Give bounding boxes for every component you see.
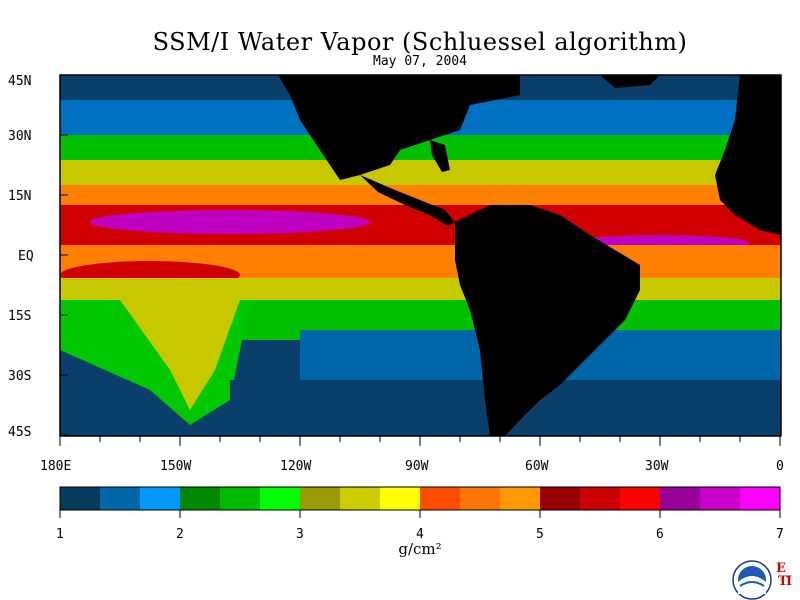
colorbar-swatch bbox=[540, 487, 581, 510]
x-label-120w: 120W bbox=[280, 459, 311, 474]
colorbar-tick-label: 7 bbox=[776, 527, 784, 542]
colorbar-swatch bbox=[500, 487, 541, 510]
colorbar-tick-label: 2 bbox=[176, 527, 184, 542]
x-label-0: 0 bbox=[776, 459, 784, 474]
colorbar-swatch bbox=[300, 487, 341, 510]
colorbar-swatch bbox=[180, 487, 221, 510]
land-africa-europe bbox=[715, 75, 781, 235]
map-date: May 07, 2004 bbox=[373, 54, 467, 69]
colorbar-swatch bbox=[340, 487, 381, 510]
colorbar-tick-label: 5 bbox=[536, 527, 544, 542]
colorbar-swatch bbox=[220, 487, 261, 510]
y-label-30s: 30S bbox=[8, 369, 31, 384]
colorbar-tick-label: 6 bbox=[656, 527, 664, 542]
colorbar-unit: g/cm² bbox=[398, 540, 442, 558]
colorbar-swatch bbox=[740, 487, 781, 510]
water-vapor-map bbox=[60, 75, 781, 436]
colorbar-ticks: 1 2 3 4 5 6 7 bbox=[56, 510, 784, 542]
colorbar bbox=[60, 487, 781, 510]
colorbar-swatch bbox=[580, 487, 621, 510]
land-greenland bbox=[600, 75, 660, 88]
map-title: SSM/I Water Vapor (Schluessel algorithm) bbox=[152, 28, 688, 56]
eti-letter-e: E bbox=[776, 561, 786, 576]
x-axis: 180E 150W 120W 90W 60W 30W 0 bbox=[40, 436, 784, 474]
colorbar-swatch bbox=[460, 487, 501, 510]
eti-letter-i: I bbox=[786, 574, 793, 589]
x-label-150w: 150W bbox=[160, 459, 191, 474]
y-label-eq: EQ bbox=[18, 249, 34, 264]
land-central-america bbox=[360, 175, 455, 226]
y-label-15n: 15N bbox=[8, 189, 31, 204]
land-north-america bbox=[278, 75, 520, 180]
itcz-magenta-west bbox=[90, 210, 370, 234]
x-label-30w: 30W bbox=[645, 459, 669, 474]
colorbar-swatch bbox=[260, 487, 301, 510]
colorbar-tick-label: 3 bbox=[296, 527, 304, 542]
y-label-45s: 45S bbox=[8, 425, 31, 440]
colorbar-swatch bbox=[380, 487, 421, 510]
x-label-90w: 90W bbox=[405, 459, 429, 474]
x-label-180e: 180E bbox=[40, 459, 71, 474]
y-label-15s: 15S bbox=[8, 309, 31, 324]
eti-letter-t: T bbox=[778, 574, 788, 589]
colorbar-tick-label: 1 bbox=[56, 527, 64, 542]
land-south-america bbox=[455, 205, 640, 436]
land-florida bbox=[430, 140, 450, 172]
colorbar-swatch bbox=[140, 487, 181, 510]
y-label-45n: 45N bbox=[8, 74, 31, 89]
colorbar-swatch bbox=[420, 487, 461, 510]
x-label-60w: 60W bbox=[525, 459, 549, 474]
noaa-logo bbox=[732, 560, 772, 600]
colorbar-swatch bbox=[60, 487, 101, 510]
y-axis: 45N 30N 15N EQ 15S 30S 45S bbox=[8, 74, 68, 440]
colorbar-swatch bbox=[660, 487, 701, 510]
eti-logo: E T I bbox=[776, 562, 792, 588]
colorbar-swatch bbox=[100, 487, 141, 510]
colorbar-swatch bbox=[700, 487, 741, 510]
spcz-tongue-yellow bbox=[120, 300, 240, 410]
colorbar-swatch bbox=[620, 487, 661, 510]
y-label-30n: 30N bbox=[8, 129, 31, 144]
colorbar-tick-label: 4 bbox=[416, 527, 424, 542]
